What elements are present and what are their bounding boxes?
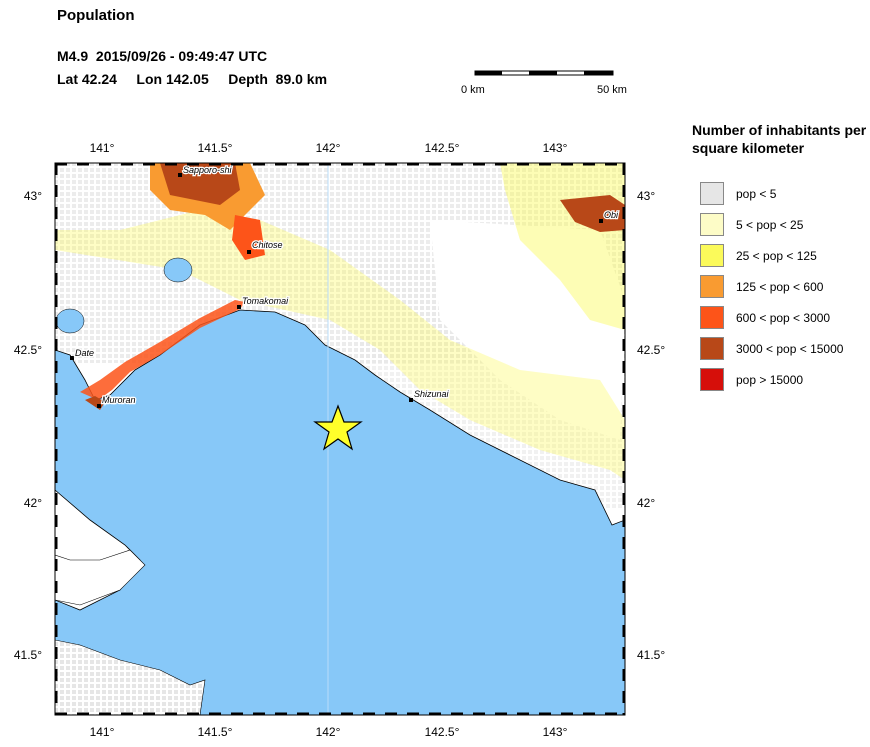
city-halo-sapporo: Sapporo-shi — [183, 165, 233, 175]
legend-swatch — [700, 368, 724, 391]
lat-tick-label: 41.5° — [637, 648, 665, 662]
city-marker-chitose — [247, 250, 251, 254]
city-label-sapporo: Sapporo-shi — [183, 165, 233, 175]
scale-bar — [474, 70, 614, 76]
lat-tick-label: 42° — [24, 496, 42, 510]
lon-tick-label: 142° — [316, 141, 341, 155]
map-title: Population — [57, 7, 135, 24]
sparse-mountain-region — [430, 220, 625, 440]
legend-label: pop < 5 — [736, 187, 777, 201]
lat-label: Lat — [57, 71, 78, 87]
epicenter-star[interactable] — [313, 404, 363, 451]
lon-label: Lon — [136, 71, 163, 87]
city-halo-muroran: Muroran — [102, 395, 136, 405]
scale-end-label: 50 km — [597, 84, 627, 96]
lon-tick-label: 141.5° — [198, 725, 233, 739]
lat-axis-left: 43° 42.5° 42° 41.5° — [14, 189, 42, 662]
legend-label: 3000 < pop < 15000 — [736, 342, 844, 356]
city-marker-obi — [599, 219, 603, 223]
event-info: M4.9 2015/09/26 - 09:49:47 UTC — [57, 48, 267, 64]
lon-tick-label: 141° — [90, 141, 115, 155]
coastal-urban-strip — [80, 300, 245, 400]
city-label-shizunai: Shizunai — [414, 389, 450, 399]
lat-tick-label: 41.5° — [14, 648, 42, 662]
legend-swatch — [700, 337, 724, 360]
lake-shikotsu — [163, 257, 193, 283]
legend-item: 600 < pop < 3000 — [700, 306, 870, 330]
legend-item: 125 < pop < 600 — [700, 275, 870, 299]
city-label-obi: Obi — [604, 210, 619, 220]
city-halo-obi: Obi — [604, 210, 619, 220]
legend-swatch — [700, 275, 724, 298]
lat-tick-label: 42° — [637, 496, 655, 510]
lon-tick-label: 142° — [316, 725, 341, 739]
lon-axis-top: 141° 141.5° 142° 142.5° 143° — [90, 141, 568, 155]
city-label-muroran: Muroran — [102, 395, 136, 405]
legend-item: 25 < pop < 125 — [700, 244, 870, 268]
event-location: Lat 42.24 Lon 142.05 Depth 89.0 km — [57, 71, 327, 87]
lon-axis-bottom: 141° 141.5° 142° 142.5° 143° — [90, 725, 568, 739]
map-area: Sapporo-shi Sapporo-shi Chitose Chitose … — [55, 163, 625, 715]
lat-axis-right: 43° 42.5° 42° 41.5° — [637, 189, 665, 662]
depth-label: Depth — [228, 71, 268, 87]
lat-value: 42.24 — [81, 71, 117, 87]
legend-swatch — [700, 182, 724, 205]
lon-value: 142.05 — [165, 71, 209, 87]
city-label-tomakomai: Tomakomai — [242, 296, 289, 306]
legend-item: 3000 < pop < 15000 — [700, 337, 870, 361]
legend-label: 125 < pop < 600 — [736, 280, 824, 294]
event-datetime: 2015/09/26 - 09:49:47 UTC — [95, 48, 268, 64]
lon-tick-label: 143° — [543, 725, 568, 739]
depth-value: 89.0 km — [275, 71, 328, 87]
legend-label: pop > 15000 — [736, 373, 804, 387]
lon-tick-label: 142.5° — [425, 725, 460, 739]
city-marker-shizunai — [409, 398, 413, 402]
magnitude: M4.9 — [57, 48, 89, 64]
chitose-urban — [232, 215, 265, 260]
legend-swatch — [700, 244, 724, 267]
lat-tick-label: 42.5° — [637, 343, 665, 357]
legend-title: Number of inhabitants per square kilomet… — [692, 122, 867, 156]
legend-swatch — [700, 213, 724, 236]
legend-item: pop > 15000 — [700, 368, 870, 392]
lon-tick-label: 141.5° — [198, 141, 233, 155]
city-halo-shizunai: Shizunai — [414, 389, 450, 399]
western-peninsula — [55, 549, 146, 606]
pacific-ocean — [55, 309, 625, 715]
legend-label: 600 < pop < 3000 — [736, 311, 831, 325]
city-halo-tomakomai: Tomakomai — [242, 296, 289, 306]
city-marker-muroran — [97, 404, 101, 408]
lon-tick-label: 141° — [90, 725, 115, 739]
city-label-date: Date — [75, 348, 94, 358]
lat-tick-label: 42.5° — [14, 343, 42, 357]
city-halo-chitose: Chitose — [252, 240, 283, 250]
lat-tick-label: 43° — [24, 189, 42, 203]
southern-peninsula — [55, 639, 206, 715]
population-map[interactable]: Sapporo-shi Sapporo-shi Chitose Chitose … — [0, 0, 680, 747]
legend-label: 5 < pop < 25 — [736, 218, 804, 232]
lon-tick-label: 142.5° — [425, 141, 460, 155]
obihiro-urban — [560, 195, 625, 232]
city-marker-sapporo — [178, 173, 182, 177]
city-marker-tomakomai — [237, 305, 241, 309]
legend-label: 25 < pop < 125 — [736, 249, 817, 263]
populated-belt — [55, 210, 625, 480]
map-frame — [54, 162, 626, 716]
city-marker-date — [70, 356, 74, 360]
lat-tick-label: 43° — [637, 189, 655, 203]
city-label-chitose: Chitose — [252, 240, 283, 250]
legend-item: 5 < pop < 25 — [700, 213, 870, 237]
city-halo-date: Date — [75, 348, 94, 358]
legend-item: pop < 5 — [700, 182, 870, 206]
lake-toya — [55, 308, 85, 334]
lon-tick-label: 143° — [543, 141, 568, 155]
scale-start-label: 0 km — [461, 84, 485, 96]
legend-swatch — [700, 306, 724, 329]
